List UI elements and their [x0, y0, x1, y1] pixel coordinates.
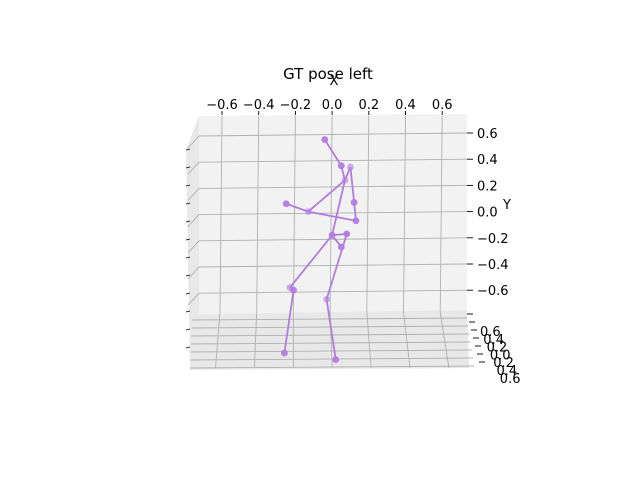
pose-joint-head — [321, 136, 329, 143]
z-tick-label: 0.0 — [490, 348, 511, 363]
pose-bone — [283, 290, 295, 354]
y-gridline — [198, 289, 468, 294]
x-gridline — [439, 115, 443, 313]
y-tick-label: 0.2 — [477, 179, 498, 194]
side-tick-mark — [185, 220, 191, 223]
pose-joint-left-knee — [290, 286, 297, 294]
pose-joint-thorax — [341, 176, 349, 184]
depth-gridline — [190, 349, 472, 353]
y-tick-label: −0.6 — [477, 284, 509, 299]
grid-lines — [187, 115, 475, 369]
pose-joint-hip — [328, 231, 336, 239]
x-tick-label: −0.2 — [280, 98, 312, 113]
side-tick-mark — [185, 148, 191, 151]
pose-joint-right-elbow — [304, 208, 312, 216]
side-tick-mark — [185, 292, 191, 295]
side-pane — [186, 116, 199, 370]
z-tick-label: 0.2 — [487, 341, 508, 356]
floor-pane — [190, 310, 469, 370]
chart-title: GT pose left — [283, 65, 373, 83]
side-gridline — [187, 292, 200, 306]
pose-joint-spine — [337, 243, 345, 251]
y-gridline — [198, 132, 468, 137]
side-gridline — [187, 240, 200, 254]
back-pane — [199, 114, 467, 314]
side-tick-mark — [185, 256, 191, 259]
pose-bone — [307, 179, 346, 213]
floor-gridline — [253, 311, 258, 369]
side-tick-mark — [185, 274, 191, 277]
floor-gridline — [439, 311, 450, 369]
z-tick-label: 0.6 — [500, 372, 521, 387]
pose-joint-right-ankle — [332, 356, 340, 364]
y-gridline — [198, 211, 468, 216]
y-gridline — [198, 158, 468, 163]
side-tick-mark — [185, 346, 191, 349]
pose-joint-left-elbow — [350, 199, 358, 206]
x-tick-label: −0.6 — [206, 98, 238, 113]
depth-gridline — [191, 341, 471, 345]
side-gridline — [187, 135, 200, 149]
x-tick-label: 0.4 — [395, 98, 416, 113]
z-tick-label: 0.2 — [493, 356, 514, 371]
x-tick-label: 0.2 — [358, 98, 379, 113]
x-axis-label: X — [330, 74, 339, 89]
depth-gridline — [191, 333, 470, 337]
y-tick-label: −0.4 — [477, 258, 509, 273]
side-gridline — [187, 266, 200, 280]
side-gridline — [187, 188, 200, 201]
y-gridline — [198, 237, 468, 242]
y-tick-label: 0.6 — [477, 127, 498, 142]
axis-panes — [186, 114, 469, 370]
x-gridline — [292, 115, 296, 313]
pose-bone — [323, 139, 343, 167]
y-gridline — [198, 184, 468, 189]
pose-joint-right-wrist — [282, 200, 290, 208]
x-gridline — [329, 115, 333, 313]
x-tick-label: 0.6 — [432, 98, 453, 113]
z-tick-label: 0.4 — [497, 364, 518, 379]
z-tick-label: 0.6 — [480, 325, 501, 340]
x-tick-label: −0.4 — [243, 98, 275, 113]
z-tick-label: 0.4 — [483, 333, 504, 348]
pose-bone — [289, 234, 333, 289]
side-tick-mark — [185, 328, 191, 331]
pose-bone — [325, 299, 337, 360]
pose-joint-neck — [337, 162, 345, 170]
depth-gridline — [190, 365, 475, 369]
pose-bone — [349, 166, 356, 203]
pose-bone — [308, 210, 357, 222]
x-gridline — [403, 115, 406, 313]
pose-bone — [331, 179, 346, 236]
side-gridline — [187, 161, 200, 175]
pose-joints — [280, 136, 360, 364]
axis-ticks: −0.6 −0.4 −0.2 0.0 0.2 0.4 0.60.60.40.20.0−0.2… — [185, 98, 521, 387]
side-tick-mark — [185, 184, 191, 187]
y-gridline — [198, 263, 468, 268]
pose-bone — [285, 202, 309, 213]
y-tick-label: −0.2 — [477, 232, 509, 247]
pose-joint-left-shoulder — [347, 163, 354, 171]
floor-gridline — [215, 311, 221, 369]
side-gridline — [187, 214, 200, 227]
pose-joint-right-knee — [323, 295, 330, 303]
pose-joint-right-hip — [343, 230, 351, 238]
x-tick-label: 0.0 — [322, 98, 343, 113]
x-gridline — [366, 115, 370, 313]
y-tick-label: 0.4 — [477, 153, 498, 168]
pose-joint-left-wrist — [352, 217, 360, 225]
depth-gridline — [190, 357, 474, 361]
pose-joint-left-ankle — [280, 349, 288, 357]
side-tick-mark — [185, 202, 191, 205]
y-tick-label: 0.0 — [477, 206, 498, 221]
side-tick-mark — [185, 238, 191, 241]
side-tick-mark — [185, 166, 191, 169]
y-axis-label: Y — [502, 198, 511, 213]
side-tick-mark — [185, 310, 191, 313]
